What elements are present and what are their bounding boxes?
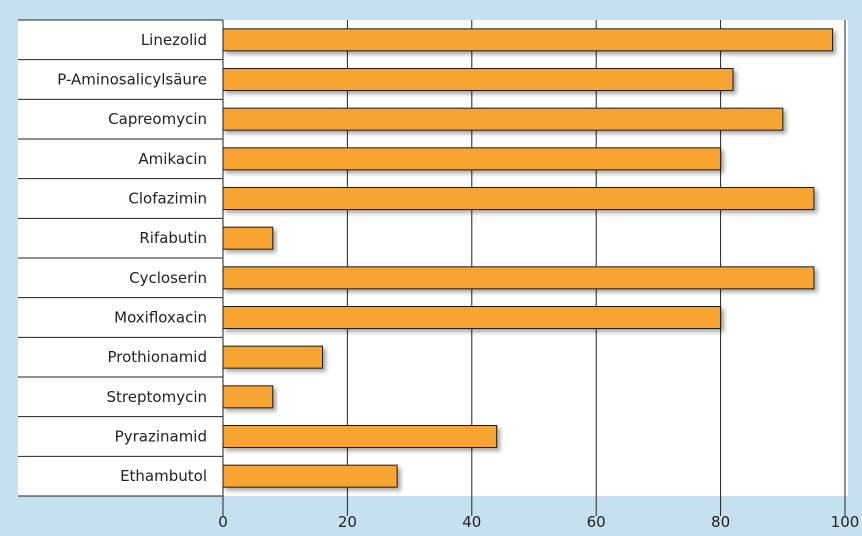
category-label: Linezolid [141,31,207,49]
category-label: Ethambutol [120,467,207,485]
x-tick-label: 80 [711,513,730,531]
bar-prothionamid [222,345,324,369]
category-label: Prothionamid [107,348,207,366]
x-axis-tick-labels: 0 20 40 60 80 100 [218,513,859,531]
bar-rifabutin [222,226,274,250]
category-label: Rifabutin [139,229,207,247]
category-label: Clofazimin [128,190,207,208]
bar-cycloserin [222,266,815,290]
category-label: Capreomycin [108,110,207,128]
x-tick-label: 60 [587,513,606,531]
bar-amikacin [222,147,722,171]
bar-p-aminosalicyls-ure [222,68,734,91]
category-label: Moxifloxacin [114,309,207,327]
bar-capreomycin [222,107,784,131]
bar-linezolid [222,28,834,52]
x-tick-label: 40 [462,513,481,531]
bar-clofazimin [222,187,815,210]
category-label: Cycloserin [129,269,207,287]
x-tick-label: 100 [831,513,860,531]
bar-moxifloxacin [222,306,722,329]
x-tick-label: 0 [218,513,228,531]
category-label: Pyrazinamid [115,428,207,446]
category-label: P-Aminosalicylsäure [57,71,207,89]
bar-pyrazinamid [222,425,498,448]
category-labels: Linezolid P-Aminosalicylsäure Capreomycin A… [57,31,207,485]
bar-streptomycin [222,385,274,409]
bars [222,28,834,488]
x-tick-label: 20 [338,513,357,531]
bar-ethambutol [222,464,398,488]
category-label: Streptomycin [107,388,207,406]
category-label: Amikacin [138,150,207,168]
